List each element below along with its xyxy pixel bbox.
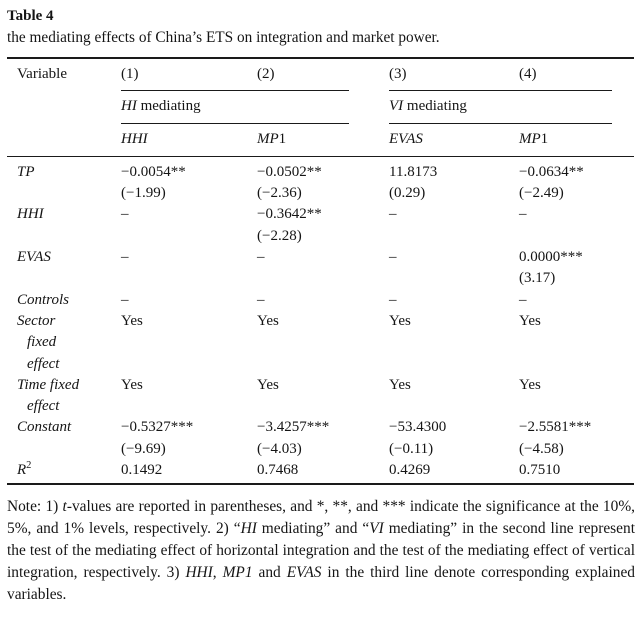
data-cell: 11.8173 (0.29) — [389, 163, 438, 202]
col-header-4: (4) — [519, 66, 537, 82]
data-cell: – — [389, 249, 397, 266]
table-row: Constant −0.5327*** (−9.69) −3.4257*** (−4.0… — [7, 417, 634, 460]
subheader-spacer — [17, 129, 121, 150]
top-rule — [7, 57, 634, 59]
row-label: HHI — [17, 206, 44, 223]
row-label: R2 — [17, 460, 32, 479]
data-cell: 0.1492 — [121, 462, 163, 479]
group-rule-right — [389, 122, 612, 124]
note-segment: VI — [369, 520, 384, 538]
data-cell: −0.5327*** (−9.69) — [121, 419, 194, 457]
bottom-rule — [7, 483, 634, 486]
table-subtitle: the mediating effects of China’s ETS on … — [7, 29, 440, 46]
group-header-hi-mediating: HI mediating — [121, 98, 201, 115]
data-cell: 0.7510 — [519, 462, 561, 479]
data-cell: Yes — [389, 312, 411, 329]
group-rule-left — [121, 90, 349, 92]
note-segment: , — [212, 564, 223, 582]
note-segment: t — [62, 498, 67, 516]
data-cell: −53.4300 (−0.11) — [389, 419, 447, 457]
data-cell: – — [121, 291, 129, 308]
row-label: Controls — [17, 291, 69, 308]
group-header-vi-mediating: VI mediating — [389, 98, 467, 115]
note-segment: HHI — [185, 564, 213, 582]
subheader-mp1: MP1 — [519, 130, 549, 147]
note-segment: mediating” in the second line represent … — [7, 520, 635, 582]
table-row: R2 0.1492 0.7468 0.4269 0.7510 — [7, 460, 634, 481]
note-segment: EVAS — [286, 564, 322, 582]
group-rules-top — [7, 90, 634, 92]
table-row: EVAS – – – 0.0000*** (3.17) — [7, 247, 634, 290]
table-body: TP −0.0054** (−1.99) −0.0502** (−2.36) 11.817… — [7, 157, 634, 481]
note-segment: in the third line denote corresponding e… — [7, 564, 636, 604]
table-row: Controls – – – – — [7, 290, 634, 311]
row-label: EVAS — [17, 249, 51, 266]
group-header-row: HI mediating VI mediating — [7, 91, 634, 117]
table-row: HHI – −0.3642** (−2.28) – – — [7, 204, 634, 247]
row-label: TP — [17, 163, 35, 180]
note-segment: mediating” and “ — [256, 520, 370, 538]
data-cell: Yes — [519, 312, 541, 329]
subheader-evas: EVAS — [389, 130, 423, 147]
row-label: Sector fixed effect — [17, 312, 60, 372]
subheader-row: HHI MP1 EVAS MP1 — [7, 124, 634, 150]
data-cell: 0.0000*** (3.17) — [519, 249, 583, 287]
data-cell: −3.4257*** (−4.03) — [257, 419, 330, 457]
data-cell: – — [257, 291, 265, 308]
data-cell: – — [389, 206, 397, 223]
data-cell: – — [519, 291, 527, 308]
data-cell: Yes — [519, 376, 541, 393]
note-segment: and — [252, 564, 287, 582]
col-header-3: (3) — [389, 66, 407, 82]
data-cell: 0.4269 — [389, 462, 431, 479]
col-header-2: (2) — [257, 66, 275, 82]
group-rule-left — [121, 122, 349, 124]
group-rule-right — [389, 90, 612, 92]
data-cell: −0.0502** (−2.36) — [257, 163, 322, 202]
data-cell: Yes — [121, 312, 143, 329]
col-header-1: (1) — [121, 66, 139, 82]
data-cell: Yes — [389, 376, 411, 393]
data-cell: – — [519, 206, 527, 223]
note-segment: -values are reported in parentheses, and… — [7, 498, 635, 538]
col-header-variable: Variable — [17, 66, 67, 82]
subheader-hhi: HHI — [121, 130, 148, 147]
data-cell: −0.3642** (−2.28) — [257, 206, 322, 244]
row-label: Time fixed effect — [17, 376, 80, 415]
data-cell: −0.0634** (−2.49) — [519, 163, 584, 202]
data-cell: Yes — [257, 376, 279, 393]
row-label: Constant — [17, 419, 72, 436]
data-cell: 0.7468 — [257, 462, 299, 479]
table-row: Time fixed effect Yes Yes Yes Yes — [7, 375, 634, 418]
note-segment: HI — [240, 520, 257, 538]
note-segment: MP1 — [222, 564, 253, 582]
table-row: Sector fixed effect Yes Yes Yes Yes — [7, 311, 634, 375]
note-segment: Note: 1) — [7, 498, 63, 516]
data-cell: −2.5581*** (−4.58) — [519, 419, 592, 457]
table-title: Table 4 — [7, 8, 54, 24]
table-caption: Table 4 the mediating effects of China’s… — [7, 6, 634, 49]
data-cell: Yes — [257, 312, 279, 329]
data-cell: Yes — [121, 376, 143, 393]
header-body-rule — [7, 155, 634, 157]
table-row: TP −0.0054** (−1.99) −0.0502** (−2.36) 11.817… — [7, 162, 634, 205]
header-row: Variable (1) (2) (3) (4) — [7, 59, 634, 85]
regression-table: Variable (1) (2) (3) (4) HI mediating VI… — [7, 57, 634, 486]
data-cell: – — [121, 249, 129, 266]
data-cell: – — [257, 249, 265, 266]
data-cell: – — [389, 291, 397, 308]
data-cell: – — [121, 206, 129, 223]
subheader-mp1: MP1 — [257, 130, 287, 147]
table-note: Note: 1) t-values are reported in parent… — [7, 496, 635, 606]
group-rules-bottom — [7, 122, 634, 124]
data-cell: −0.0054** (−1.99) — [121, 163, 186, 202]
